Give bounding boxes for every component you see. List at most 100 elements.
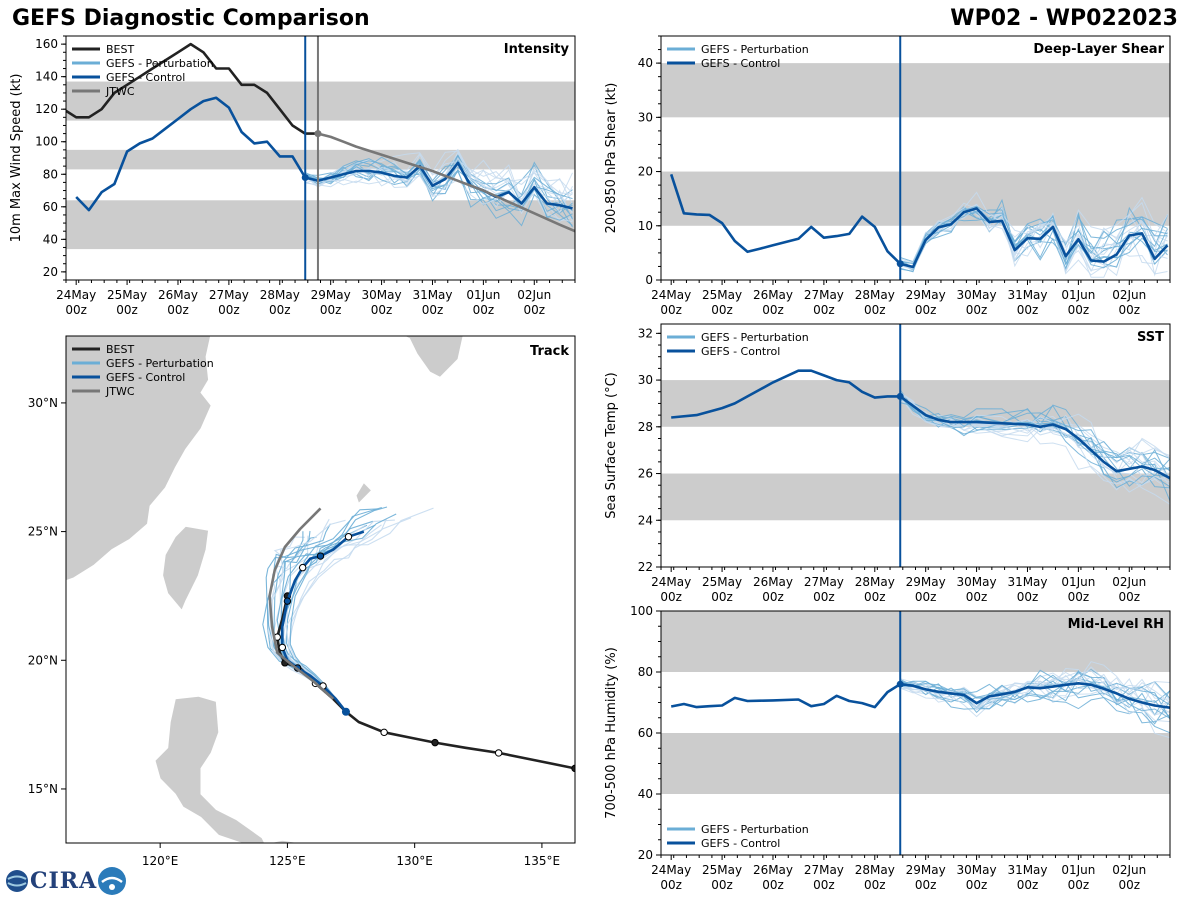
x-tick-label: 00z xyxy=(864,590,886,604)
x-tick-label: 00z xyxy=(711,590,733,604)
x-tick-label: 28May xyxy=(260,288,300,302)
x-tick-label: 26May xyxy=(753,575,793,589)
x-tick-label: 00z xyxy=(269,303,291,317)
panel-title: Intensity xyxy=(504,42,570,57)
lon-tick-label: 120°E xyxy=(142,854,179,868)
x-tick-label: 25May xyxy=(702,288,742,302)
threshold-band xyxy=(661,473,1170,521)
perturbation-member xyxy=(900,201,1168,263)
lat-tick-label: 20°N xyxy=(28,653,58,667)
perturbation-member xyxy=(900,671,1170,703)
perturbation-member xyxy=(900,402,1170,488)
x-tick-label: 00z xyxy=(813,303,835,317)
x-tick-label: 30May xyxy=(957,288,997,302)
track-point xyxy=(283,597,292,605)
x-tick-label: 00z xyxy=(711,303,733,317)
x-tick-label: 00z xyxy=(1017,303,1039,317)
threshold-band xyxy=(66,81,575,121)
track-point xyxy=(344,533,353,541)
plot-area xyxy=(669,173,1169,278)
panel-intensity: 2040608010012014016024May00z25May00z26Ma… xyxy=(9,35,576,317)
land-samar xyxy=(268,839,302,843)
x-tick-label: 28May xyxy=(855,288,895,302)
x-tick-label: 01Jun xyxy=(1061,863,1095,877)
y-tick-label: 60 xyxy=(43,200,58,214)
track-jtwc xyxy=(268,507,335,700)
x-tick-label: 00z xyxy=(218,303,240,317)
x-tick-label: 24May xyxy=(56,288,96,302)
map-frame xyxy=(65,335,576,844)
x-tick-label: 01Jun xyxy=(1061,575,1095,589)
x-tick-label: 00z xyxy=(65,303,87,317)
y-tick-label: 80 xyxy=(638,665,653,679)
x-tick-label: 29May xyxy=(906,863,946,877)
legend-label-best: BEST xyxy=(106,343,134,356)
panel-title: Mid-Level RH xyxy=(1068,617,1164,632)
y-tick-label: 80 xyxy=(43,167,58,181)
land-luzon xyxy=(154,695,265,843)
x-tick-label: 02Jun xyxy=(517,288,551,302)
series-best xyxy=(66,42,318,135)
land-mainland xyxy=(66,336,212,581)
x-tick-label: 00z xyxy=(966,878,988,892)
x-tick-label: 00z xyxy=(1068,590,1090,604)
series-gefs-control xyxy=(671,369,1170,480)
y-tick-label: 0 xyxy=(645,273,653,287)
x-tick-label: 27May xyxy=(804,575,844,589)
perturbation-member xyxy=(899,393,1170,473)
perturbation-track xyxy=(280,519,395,713)
lon-tick-label: 135°E xyxy=(524,854,561,868)
panel-title: Deep-Layer Shear xyxy=(1033,42,1164,57)
x-tick-label: 00z xyxy=(1068,878,1090,892)
y-tick-label: 24 xyxy=(638,513,653,527)
panel-title: Track xyxy=(530,344,569,359)
y-tick-label: 28 xyxy=(638,420,653,434)
track-gefs-control xyxy=(280,530,365,713)
x-tick-label: 31May xyxy=(412,288,452,302)
legend-label-control: GEFS - Control xyxy=(701,57,780,70)
x-tick-label: 31May xyxy=(1007,288,1047,302)
x-tick-label: 00z xyxy=(915,878,937,892)
emblem-icon xyxy=(98,867,127,895)
legend-label-control: GEFS - Control xyxy=(701,837,780,850)
perturbation-member xyxy=(900,685,1170,734)
x-tick-label: 00z xyxy=(167,303,189,317)
x-tick-label: 00z xyxy=(711,878,733,892)
globe-icon xyxy=(6,870,28,892)
panel-sst: 22242628303224May00z25May00z26May00z27Ma… xyxy=(604,323,1171,604)
perturbation-member xyxy=(900,205,1168,273)
panel-shear: 01020304024May00z25May00z26May00z27May00… xyxy=(604,35,1171,317)
land-taiwan xyxy=(162,525,209,611)
x-tick-label: 00z xyxy=(371,303,393,317)
perturbation-member xyxy=(900,191,1168,268)
x-tick-label: 27May xyxy=(804,863,844,877)
perturbation-member xyxy=(305,153,573,195)
y-tick-label: 32 xyxy=(638,326,653,340)
x-tick-label: 00z xyxy=(762,590,784,604)
legend-label-control: GEFS - Control xyxy=(701,345,780,358)
legend-label-jtwc: JTWC xyxy=(105,85,135,98)
y-tick-label: 40 xyxy=(43,232,58,246)
x-tick-label: 25May xyxy=(107,288,147,302)
y-tick-label: 20 xyxy=(43,265,58,279)
control-start-marker xyxy=(341,707,350,716)
legend-label-jtwc: JTWC xyxy=(105,385,135,398)
x-tick-label: 30May xyxy=(362,288,402,302)
series-gefs-control xyxy=(670,681,1170,709)
threshold-band xyxy=(661,63,1170,118)
y-tick-label: 60 xyxy=(638,726,653,740)
perturbation-track xyxy=(285,506,382,713)
x-tick-label: 00z xyxy=(1068,303,1090,317)
perturbation-member xyxy=(900,206,1168,277)
y-tick-label: 22 xyxy=(638,560,653,574)
track-point xyxy=(431,738,439,747)
x-tick-label: 25May xyxy=(702,863,742,877)
x-tick-label: 29May xyxy=(906,575,946,589)
x-tick-label: 02Jun xyxy=(1112,863,1146,877)
y-tick-label: 20 xyxy=(638,165,653,179)
x-tick-label: 31May xyxy=(1007,863,1047,877)
threshold-band xyxy=(661,611,1170,672)
init-marker xyxy=(896,392,904,400)
y-tick-label: 140 xyxy=(35,70,58,84)
lat-tick-label: 30°N xyxy=(28,396,58,410)
